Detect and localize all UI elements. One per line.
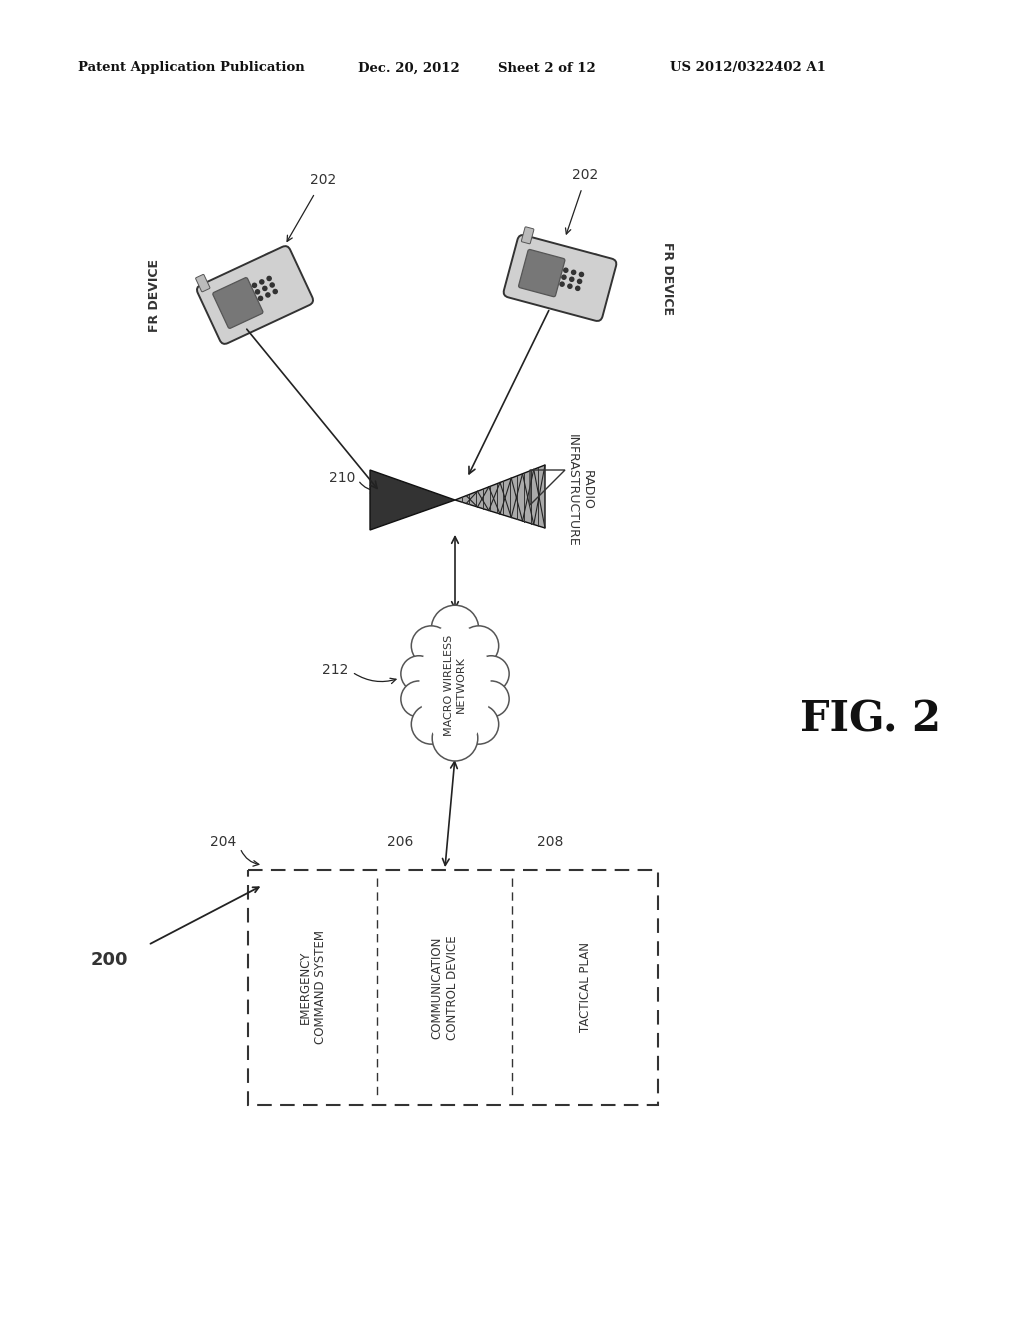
Ellipse shape: [459, 626, 499, 665]
Circle shape: [569, 277, 573, 281]
Ellipse shape: [400, 681, 437, 717]
FancyBboxPatch shape: [518, 249, 565, 297]
Text: Patent Application Publication: Patent Application Publication: [78, 62, 305, 74]
Circle shape: [252, 284, 257, 288]
Circle shape: [571, 271, 575, 275]
Circle shape: [266, 293, 270, 297]
FancyBboxPatch shape: [248, 870, 658, 1105]
Ellipse shape: [473, 656, 509, 692]
Circle shape: [560, 282, 564, 286]
Ellipse shape: [256, 252, 298, 297]
Text: 202: 202: [310, 173, 336, 187]
Text: MACRO WIRELESS
NETWORK: MACRO WIRELESS NETWORK: [444, 635, 466, 735]
Text: 208: 208: [538, 836, 564, 849]
Polygon shape: [455, 465, 545, 528]
Ellipse shape: [412, 705, 452, 744]
Ellipse shape: [431, 606, 479, 653]
Text: FR DEVICE: FR DEVICE: [662, 242, 675, 314]
Ellipse shape: [473, 681, 509, 717]
Text: US 2012/0322402 A1: US 2012/0322402 A1: [670, 62, 826, 74]
Circle shape: [260, 280, 264, 284]
Circle shape: [267, 276, 271, 281]
Text: COMMUNICATION
CONTROL DEVICE: COMMUNICATION CONTROL DEVICE: [431, 935, 459, 1040]
Ellipse shape: [569, 253, 610, 300]
Text: FIG. 2: FIG. 2: [800, 700, 941, 741]
FancyArrowPatch shape: [242, 850, 259, 866]
Text: 204: 204: [210, 836, 236, 849]
FancyBboxPatch shape: [197, 246, 313, 345]
Circle shape: [562, 275, 566, 280]
Circle shape: [575, 286, 580, 290]
Circle shape: [568, 284, 572, 288]
Circle shape: [578, 280, 582, 284]
Circle shape: [255, 290, 259, 294]
FancyBboxPatch shape: [504, 235, 616, 321]
Text: 206: 206: [387, 836, 414, 849]
Text: Sheet 2 of 12: Sheet 2 of 12: [498, 62, 596, 74]
Circle shape: [270, 282, 274, 286]
Text: 200: 200: [90, 950, 128, 969]
FancyBboxPatch shape: [213, 277, 263, 329]
Text: TACTICAL PLAN: TACTICAL PLAN: [579, 942, 592, 1032]
Ellipse shape: [432, 715, 478, 762]
Text: 210: 210: [329, 471, 355, 484]
Polygon shape: [370, 470, 455, 531]
Circle shape: [263, 286, 267, 290]
Circle shape: [580, 272, 584, 276]
FancyBboxPatch shape: [521, 227, 534, 244]
FancyArrowPatch shape: [354, 673, 396, 684]
Ellipse shape: [459, 705, 499, 744]
Ellipse shape: [422, 627, 488, 742]
Text: FR DEVICE: FR DEVICE: [148, 259, 162, 331]
Ellipse shape: [420, 623, 490, 747]
Ellipse shape: [400, 656, 437, 692]
Circle shape: [564, 268, 568, 272]
FancyBboxPatch shape: [196, 275, 210, 292]
Text: EMERGENCY
COMMAND SYSTEM: EMERGENCY COMMAND SYSTEM: [299, 931, 327, 1044]
Text: Dec. 20, 2012: Dec. 20, 2012: [358, 62, 460, 74]
Circle shape: [273, 289, 278, 293]
Ellipse shape: [412, 626, 452, 665]
Text: RADIO
INFRASTRUCTURE: RADIO INFRASTRUCTURE: [566, 434, 594, 546]
Text: 202: 202: [572, 168, 598, 182]
FancyArrowPatch shape: [359, 482, 376, 494]
Text: 212: 212: [322, 663, 348, 677]
Circle shape: [258, 296, 262, 301]
